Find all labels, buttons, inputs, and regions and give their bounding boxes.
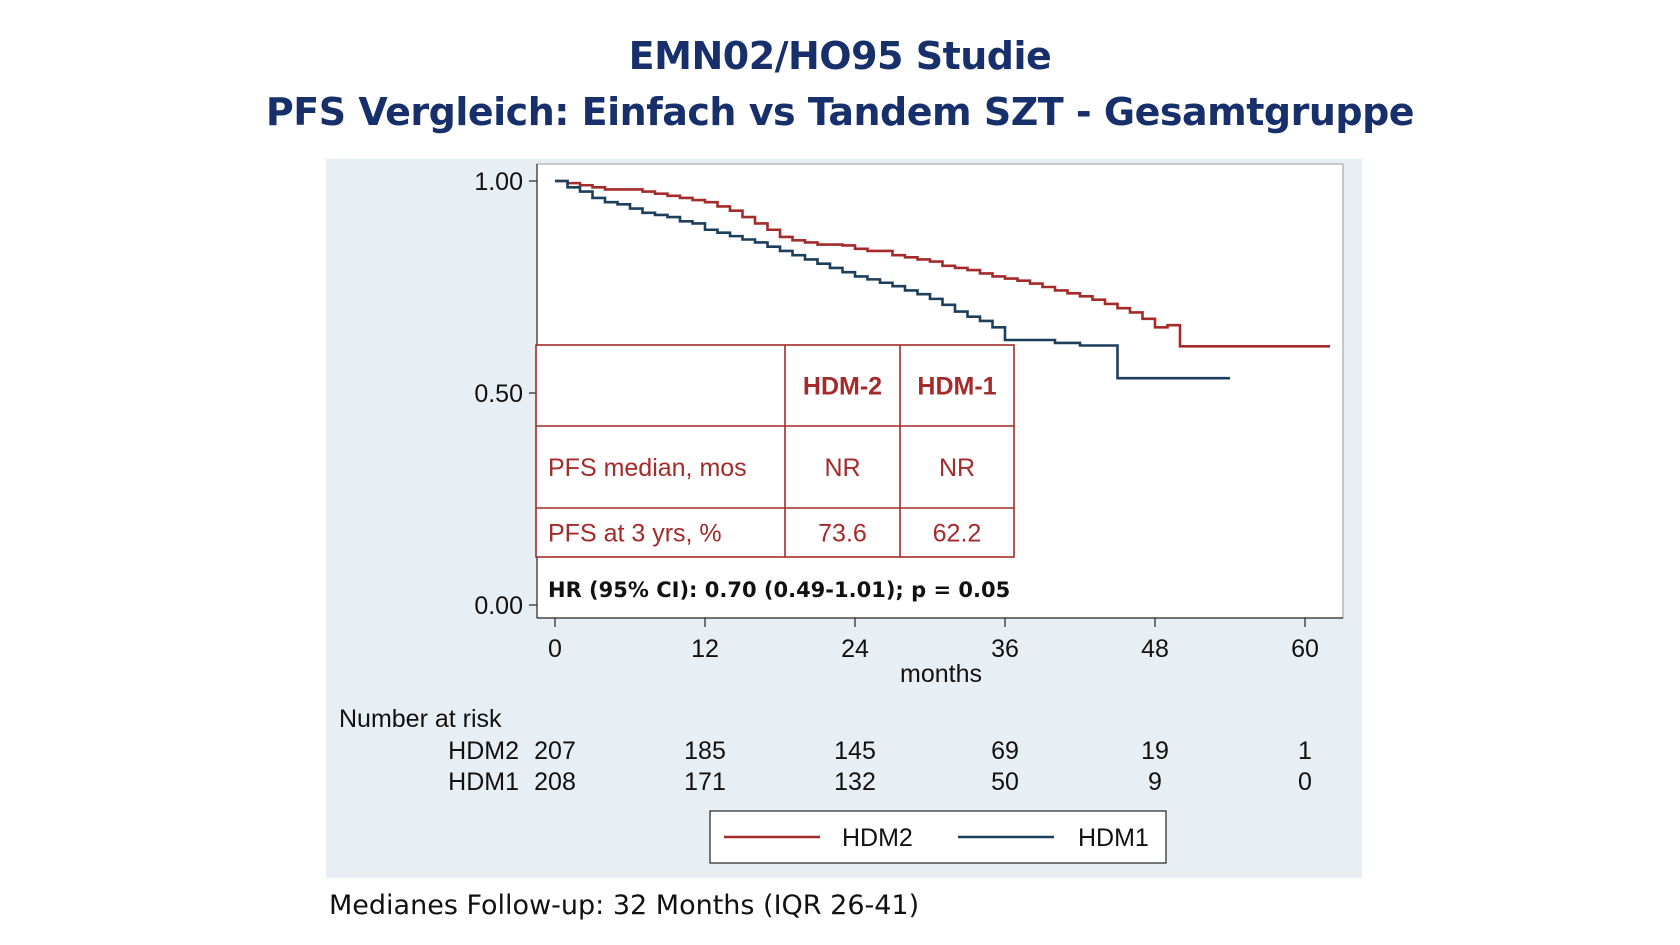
risk-count: 132 <box>834 768 876 796</box>
inset-table-header: HDM-1 <box>917 373 996 401</box>
follow-up-footnote: Medianes Follow-up: 32 Months (IQR 26-41… <box>329 890 920 921</box>
y-tick-label: 1.00 <box>474 168 523 196</box>
inset-table-row-label: PFS median, mos <box>548 454 747 482</box>
legend-label: HDM2 <box>842 824 913 852</box>
risk-count: 185 <box>684 737 726 765</box>
y-tick-label: 0.50 <box>474 380 523 408</box>
km-curve-hdm2 <box>555 179 1330 348</box>
inset-table-cell: NR <box>939 454 975 482</box>
x-tick-label: 24 <box>841 635 869 663</box>
inset-table-header: HDM-2 <box>803 373 882 401</box>
risk-count: 207 <box>534 737 576 765</box>
slide-title: EMN02/HO95 Studie <box>628 34 1052 78</box>
inset-table-frame <box>535 344 1015 558</box>
y-tick-label: 0.00 <box>474 592 523 620</box>
legend-label: HDM1 <box>1078 824 1149 852</box>
risk-row-label: HDM2 <box>448 737 519 765</box>
x-tick-label: 0 <box>548 635 562 663</box>
x-tick-label: 12 <box>691 635 719 663</box>
risk-count: 69 <box>991 737 1019 765</box>
x-tick-label: 60 <box>1291 635 1319 663</box>
risk-count: 1 <box>1298 737 1312 765</box>
inset-table-cell: 62.2 <box>933 520 982 548</box>
slide-subtitle: PFS Vergleich: Einfach vs Tandem SZT - G… <box>265 90 1415 134</box>
risk-row-label: HDM1 <box>448 768 519 796</box>
risk-count: 19 <box>1141 737 1169 765</box>
risk-count: 171 <box>684 768 726 796</box>
inset-table-cell: 73.6 <box>818 520 867 548</box>
inset-table-cell: NR <box>824 454 860 482</box>
x-tick-label: 48 <box>1141 635 1169 663</box>
risk-count: 0 <box>1298 768 1312 796</box>
hazard-ratio-note: HR (95% CI): 0.70 (0.49-1.01); p = 0.05 <box>548 578 1010 602</box>
x-axis-title: months <box>900 660 982 688</box>
km-curve-hdm1 <box>555 179 1230 380</box>
inset-table-row-label: PFS at 3 yrs, % <box>548 520 722 548</box>
x-tick-label: 36 <box>991 635 1019 663</box>
chart-panel: 0.00 0.50 1.00 0 12 24 36 48 60 months HDM-2 HDM-1 P… <box>326 159 1362 878</box>
risk-count: 208 <box>534 768 576 796</box>
risk-count: 9 <box>1148 768 1162 796</box>
risk-count: 50 <box>991 768 1019 796</box>
number-at-risk-title: Number at risk <box>339 705 502 733</box>
km-chart: 0.00 0.50 1.00 0 12 24 36 48 60 months HDM-2 HDM-1 P… <box>339 163 1344 864</box>
risk-count: 145 <box>834 737 876 765</box>
